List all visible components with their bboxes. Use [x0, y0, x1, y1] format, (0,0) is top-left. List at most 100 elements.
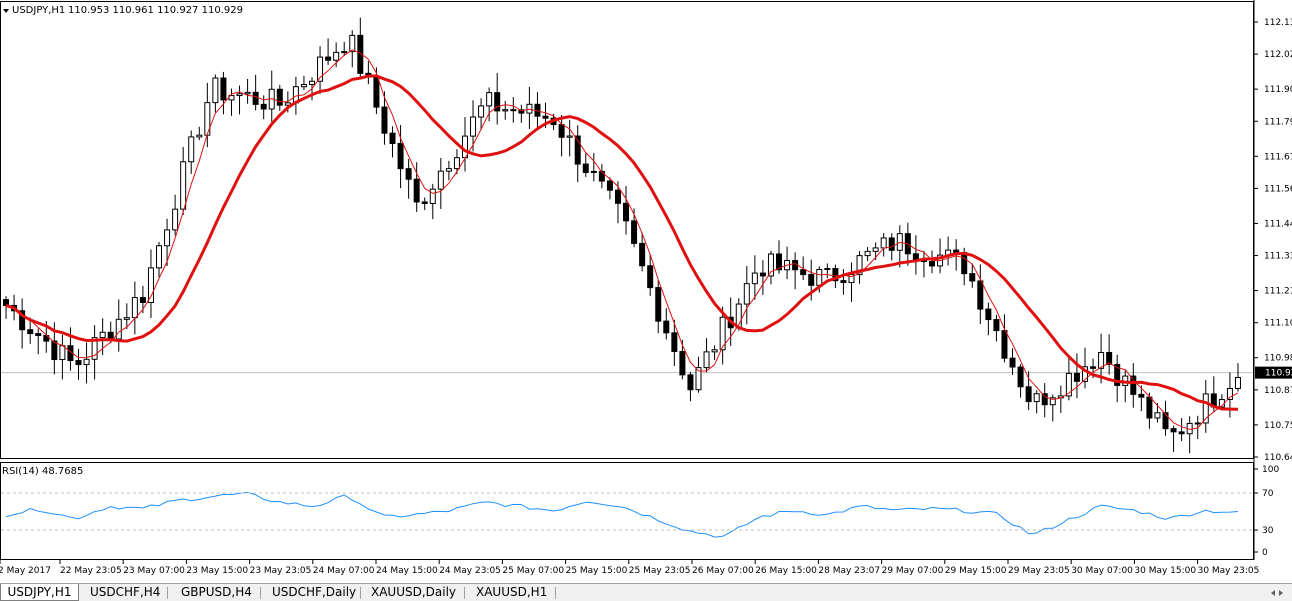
candle-bear [614, 189, 621, 204]
candle-bull [156, 245, 163, 269]
candle-bull [856, 255, 863, 276]
price-tick-label: 111.90 [1264, 85, 1292, 95]
candle-bull [526, 103, 533, 114]
candle-bull [566, 135, 573, 138]
candle-bear [985, 308, 992, 321]
candle-bear [421, 201, 428, 204]
candle-bull [695, 367, 702, 391]
candle-bear [574, 135, 581, 165]
ma-slow-line [5, 74, 1239, 411]
time-tick-label: 26 May 15:00 [755, 566, 817, 576]
candle-bear [373, 75, 380, 108]
time-tick-label: 29 May 23:05 [1008, 566, 1070, 576]
candle-bear [800, 269, 807, 276]
candle-bear [961, 252, 968, 275]
price-tick-label: 111.33 [1264, 252, 1292, 262]
candle-bear [51, 340, 58, 361]
candle-bull [719, 316, 726, 351]
tab-gbpusd-h4[interactable]: GBPUSD,H4 [181, 585, 252, 599]
candle-bull [131, 297, 138, 319]
candle-bull [711, 349, 718, 353]
candle-bull [99, 331, 106, 339]
candle-bull [180, 161, 187, 210]
time-tick-label: 23 May 23:05 [250, 566, 312, 576]
candle-bull [864, 250, 871, 257]
price-tick-label: 111.67 [1264, 152, 1292, 162]
candle-bull [59, 345, 66, 361]
time-tick-label: 23 May 07:00 [123, 566, 185, 576]
candle-bear [776, 253, 783, 271]
chart-symbol-label: USDJPY,H1 [12, 5, 65, 16]
candle-bull [188, 136, 195, 163]
candle-bull [767, 253, 774, 277]
candle-bear [655, 287, 662, 322]
price-tick-label: 112.13 [1264, 18, 1292, 28]
candle-bull [478, 105, 485, 118]
time-tick-label: 24 May 23:05 [439, 566, 501, 576]
candle-bear [623, 202, 630, 222]
candle-bull [172, 208, 179, 231]
chart-tab-bar: USDJPY,H1 USDCHF,H4 GBPUSD,H4 USDCHF,Dai… [0, 583, 1292, 601]
price-tick-label: 111.56 [1264, 184, 1292, 194]
tab-separator [464, 587, 465, 599]
tab-usdjpy-h1[interactable]: USDJPY,H1 [0, 584, 79, 601]
rsi-axis: 100 70 30 0 [1254, 465, 1279, 558]
candle-bear [1106, 351, 1113, 365]
candle-bull [486, 92, 493, 107]
time-tick-label: 28 May 23:07 [818, 566, 880, 576]
candle-bear [606, 180, 613, 191]
rsi-line [5, 491, 1239, 538]
candle-bear [993, 319, 1000, 332]
price-chart[interactable]: 112.13 112.02 111.90 111.79 111.67 111.56 111.… [0, 0, 1292, 583]
tab-usdchf-h4[interactable]: USDCHF,H4 [90, 585, 161, 599]
time-tick-label: 25 May 07:00 [502, 566, 564, 576]
candle-bear [1025, 386, 1032, 403]
candle-bull [429, 188, 436, 204]
candle-bear [260, 103, 267, 110]
tab-scroll-arrows-icon[interactable] [1270, 586, 1284, 600]
candle-bear [969, 273, 976, 282]
price-chart-frame [0, 1, 1254, 459]
candle-bull [300, 84, 307, 88]
time-tick-label: 30 May 23:05 [1198, 566, 1260, 576]
time-tick-label: 2 May 2017 [0, 566, 51, 576]
candle-bear [75, 360, 82, 366]
tab-usdchf-daily[interactable]: USDCHF,Daily [272, 585, 357, 599]
candle-bear [1001, 330, 1008, 359]
price-tick-label: 111.79 [1264, 117, 1292, 127]
candle-bull [1081, 366, 1088, 382]
candle-bull [1194, 422, 1201, 425]
time-tick-label: 24 May 15:00 [376, 566, 438, 576]
candle-bull [1226, 387, 1233, 400]
rsi-tick-label: 30 [1262, 526, 1274, 536]
ma-fast-line [5, 49, 1239, 430]
price-tick-label: 110.75 [1264, 421, 1292, 431]
candle-bull [872, 247, 879, 252]
rsi-tick-label: 0 [1262, 548, 1268, 558]
candle-bull [91, 337, 98, 360]
candle-bull [453, 157, 460, 170]
candle-bull [196, 134, 203, 138]
time-tick-label: 30 May 07:00 [1071, 566, 1133, 576]
time-tick-label: 29 May 07:00 [882, 566, 944, 576]
time-tick-label: 26 May 07:00 [692, 566, 754, 576]
tab-separator [555, 587, 556, 599]
candle-bear [325, 56, 332, 61]
tab-xauusd-daily[interactable]: XAUUSD,Daily [371, 585, 457, 599]
candle-bull [461, 135, 468, 159]
current-price-tag: 110.92 [1255, 366, 1292, 379]
candle-bear [389, 132, 396, 144]
candle-bear [840, 280, 847, 283]
candle-bull [309, 80, 315, 86]
candle-bull [123, 317, 130, 320]
candle-bear [510, 109, 517, 112]
price-axis: 112.13 112.02 111.90 111.79 111.67 111.56 111.… [1254, 18, 1292, 463]
candle-bull [212, 77, 219, 104]
candle-bull [1154, 412, 1161, 419]
candle-bear [1138, 393, 1145, 398]
candle-bull [164, 229, 171, 247]
candle-bear [1017, 366, 1024, 388]
price-tick-label: 111.44 [1264, 219, 1292, 229]
tab-xauusd-h1[interactable]: XAUUSD,H1 [476, 585, 548, 599]
chart-menu-arrow-icon[interactable] [3, 9, 9, 13]
